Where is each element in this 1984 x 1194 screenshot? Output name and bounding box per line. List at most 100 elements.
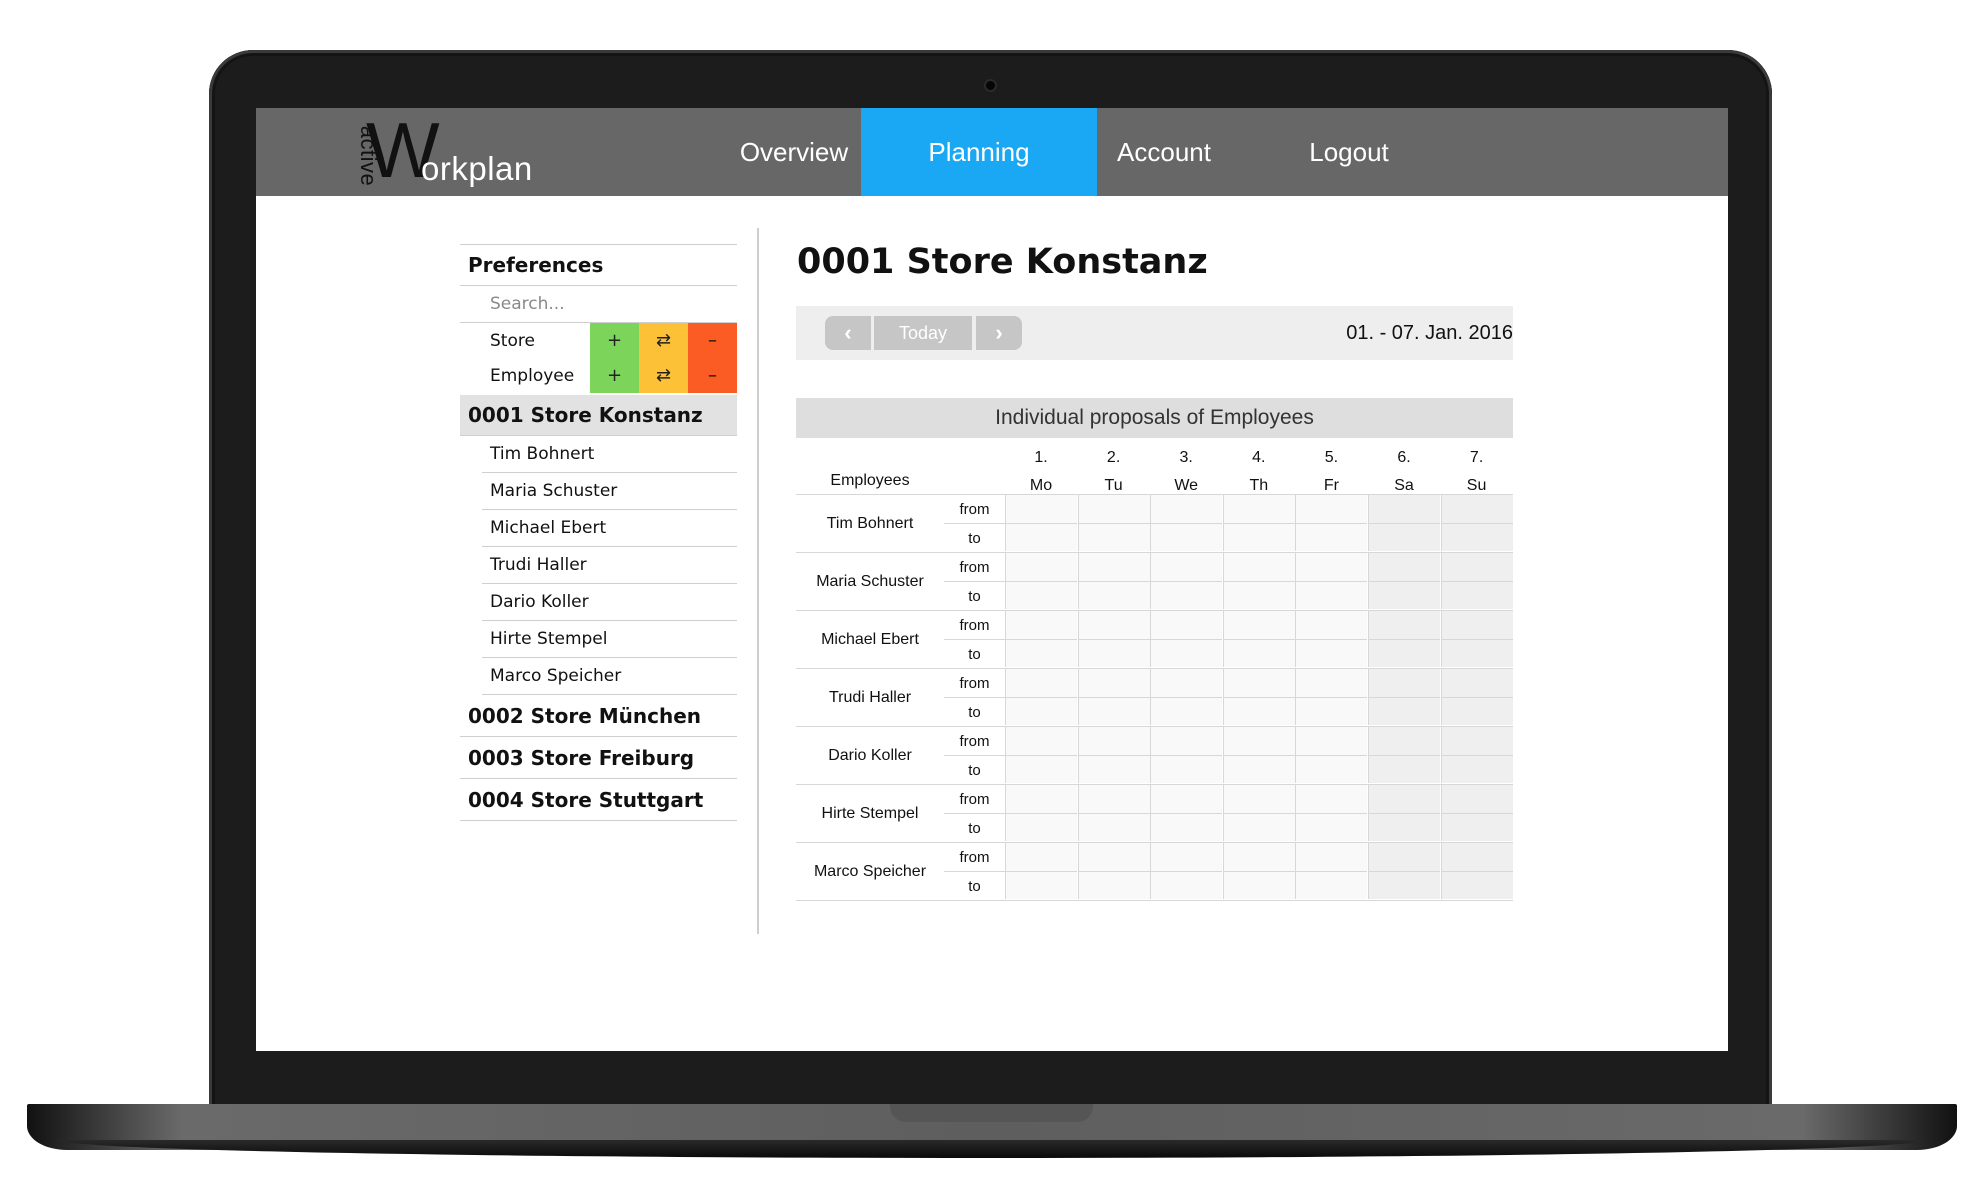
- app-logo[interactable]: active W orkplan: [348, 110, 548, 196]
- time-to-cell[interactable]: [1295, 697, 1368, 725]
- time-to-cell[interactable]: [1440, 639, 1513, 667]
- previous-week-button[interactable]: ‹: [825, 316, 871, 350]
- nav-account[interactable]: Account: [1117, 136, 1211, 167]
- time-from-cell[interactable]: [1440, 785, 1513, 813]
- time-from-cell[interactable]: [1077, 727, 1150, 755]
- time-to-cell[interactable]: [1077, 639, 1150, 667]
- time-from-cell[interactable]: [1368, 785, 1440, 813]
- time-from-cell[interactable]: [1077, 785, 1150, 813]
- time-from-cell[interactable]: [1222, 611, 1295, 639]
- sidebar-employee-item[interactable]: Trudi Haller: [482, 547, 737, 584]
- time-from-cell[interactable]: [1005, 785, 1077, 813]
- time-to-cell[interactable]: [1222, 581, 1295, 609]
- search-input[interactable]: Search...: [460, 286, 737, 323]
- time-from-cell[interactable]: [1077, 553, 1150, 581]
- time-to-cell[interactable]: [1440, 755, 1513, 783]
- time-from-cell[interactable]: [1368, 727, 1440, 755]
- time-to-cell[interactable]: [1440, 581, 1513, 609]
- add-employee-button[interactable]: +: [590, 358, 639, 393]
- time-from-cell[interactable]: [1368, 495, 1440, 523]
- time-from-cell[interactable]: [1150, 727, 1223, 755]
- time-to-cell[interactable]: [1368, 755, 1440, 783]
- time-to-cell[interactable]: [1005, 523, 1077, 551]
- remove-employee-button[interactable]: –: [688, 358, 737, 393]
- time-from-cell[interactable]: [1440, 553, 1513, 581]
- time-to-cell[interactable]: [1440, 697, 1513, 725]
- time-to-cell[interactable]: [1150, 639, 1223, 667]
- time-to-cell[interactable]: [1295, 581, 1368, 609]
- time-to-cell[interactable]: [1440, 813, 1513, 841]
- time-to-cell[interactable]: [1222, 871, 1295, 899]
- time-to-cell[interactable]: [1150, 581, 1223, 609]
- time-to-cell[interactable]: [1077, 581, 1150, 609]
- time-to-cell[interactable]: [1295, 755, 1368, 783]
- time-to-cell[interactable]: [1005, 639, 1077, 667]
- time-from-cell[interactable]: [1150, 669, 1223, 697]
- time-from-cell[interactable]: [1368, 843, 1440, 871]
- time-from-cell[interactable]: [1150, 553, 1223, 581]
- time-from-cell[interactable]: [1222, 727, 1295, 755]
- time-from-cell[interactable]: [1005, 669, 1077, 697]
- time-to-cell[interactable]: [1440, 523, 1513, 551]
- sidebar-store-item[interactable]: 0003 Store Freiburg: [460, 737, 737, 779]
- time-from-cell[interactable]: [1150, 785, 1223, 813]
- sidebar-store-active[interactable]: 0001 Store Konstanz: [460, 395, 737, 436]
- time-from-cell[interactable]: [1295, 843, 1368, 871]
- time-to-cell[interactable]: [1368, 581, 1440, 609]
- time-to-cell[interactable]: [1005, 581, 1077, 609]
- time-from-cell[interactable]: [1005, 495, 1077, 523]
- time-to-cell[interactable]: [1077, 755, 1150, 783]
- time-to-cell[interactable]: [1005, 697, 1077, 725]
- time-from-cell[interactable]: [1077, 669, 1150, 697]
- time-to-cell[interactable]: [1295, 639, 1368, 667]
- time-from-cell[interactable]: [1295, 785, 1368, 813]
- time-from-cell[interactable]: [1295, 495, 1368, 523]
- swap-store-button[interactable]: ⇄: [639, 323, 688, 358]
- next-week-button[interactable]: ›: [976, 316, 1022, 350]
- sidebar-employee-item[interactable]: Tim Bohnert: [482, 436, 737, 473]
- time-to-cell[interactable]: [1077, 813, 1150, 841]
- time-from-cell[interactable]: [1222, 553, 1295, 581]
- time-from-cell[interactable]: [1368, 669, 1440, 697]
- sidebar-employee-item[interactable]: Maria Schuster: [482, 473, 737, 510]
- time-from-cell[interactable]: [1150, 843, 1223, 871]
- time-to-cell[interactable]: [1150, 871, 1223, 899]
- time-to-cell[interactable]: [1222, 523, 1295, 551]
- time-to-cell[interactable]: [1368, 871, 1440, 899]
- time-to-cell[interactable]: [1005, 871, 1077, 899]
- time-to-cell[interactable]: [1222, 639, 1295, 667]
- time-from-cell[interactable]: [1295, 553, 1368, 581]
- time-to-cell[interactable]: [1222, 755, 1295, 783]
- sidebar-employee-item[interactable]: Marco Speicher: [482, 658, 737, 695]
- time-from-cell[interactable]: [1077, 611, 1150, 639]
- time-to-cell[interactable]: [1295, 523, 1368, 551]
- time-from-cell[interactable]: [1150, 611, 1223, 639]
- time-to-cell[interactable]: [1150, 697, 1223, 725]
- time-to-cell[interactable]: [1150, 813, 1223, 841]
- time-from-cell[interactable]: [1440, 669, 1513, 697]
- time-from-cell[interactable]: [1440, 495, 1513, 523]
- add-store-button[interactable]: +: [590, 323, 639, 358]
- time-from-cell[interactable]: [1222, 669, 1295, 697]
- nav-planning[interactable]: Planning: [861, 108, 1097, 196]
- time-to-cell[interactable]: [1150, 755, 1223, 783]
- time-from-cell[interactable]: [1295, 727, 1368, 755]
- time-from-cell[interactable]: [1005, 553, 1077, 581]
- time-from-cell[interactable]: [1222, 843, 1295, 871]
- time-from-cell[interactable]: [1440, 611, 1513, 639]
- sidebar-employee-item[interactable]: Hirte Stempel: [482, 621, 737, 658]
- time-from-cell[interactable]: [1368, 611, 1440, 639]
- time-to-cell[interactable]: [1295, 813, 1368, 841]
- today-button[interactable]: Today: [874, 316, 972, 350]
- time-to-cell[interactable]: [1005, 755, 1077, 783]
- time-to-cell[interactable]: [1295, 871, 1368, 899]
- nav-logout[interactable]: Logout: [1309, 136, 1389, 167]
- time-from-cell[interactable]: [1077, 495, 1150, 523]
- time-to-cell[interactable]: [1368, 639, 1440, 667]
- remove-store-button[interactable]: –: [688, 323, 737, 358]
- time-from-cell[interactable]: [1295, 669, 1368, 697]
- time-from-cell[interactable]: [1440, 843, 1513, 871]
- nav-overview[interactable]: Overview: [739, 136, 849, 167]
- time-to-cell[interactable]: [1077, 697, 1150, 725]
- sidebar-employee-item[interactable]: Dario Koller: [482, 584, 737, 621]
